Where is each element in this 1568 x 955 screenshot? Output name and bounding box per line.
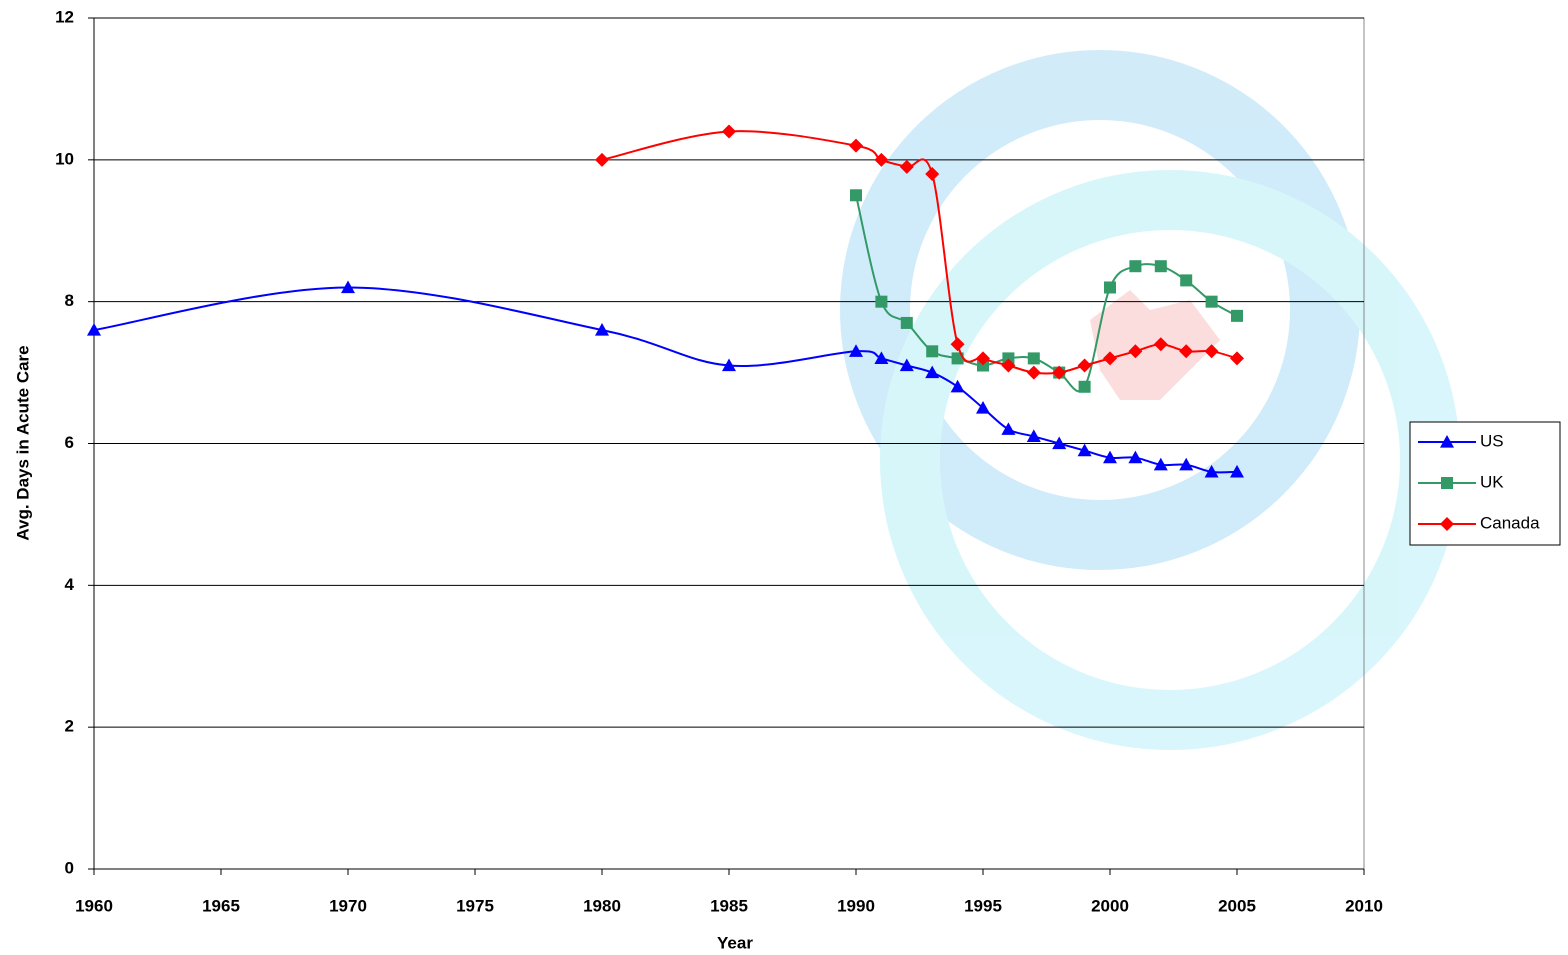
legend-marker (1441, 477, 1453, 489)
y-axis-label: Avg. Days in Acute Care (13, 345, 32, 540)
data-point (1027, 366, 1041, 380)
data-point (1155, 260, 1167, 272)
x-tick-label: 1965 (202, 896, 240, 915)
x-tick-label: 1970 (329, 896, 367, 915)
y-tick-label: 8 (65, 291, 74, 310)
data-point (1079, 381, 1091, 393)
data-point (875, 296, 887, 308)
x-tick-label: 1985 (710, 896, 748, 915)
chart: Year Avg. Days in Acute Care 0 2 4 6 8 10 12 19… (0, 0, 1568, 955)
y-tick-label: 6 (65, 433, 74, 452)
data-point (901, 317, 913, 329)
watermark (875, 85, 1430, 720)
data-point (595, 153, 609, 167)
data-point (1231, 310, 1243, 322)
x-tick-label: 1960 (75, 896, 113, 915)
data-point (850, 189, 862, 201)
y-tick-label: 12 (55, 7, 74, 26)
data-point (1001, 422, 1015, 435)
data-point (849, 139, 863, 153)
x-tick-label: 1990 (837, 896, 875, 915)
legend-label: UK (1480, 472, 1504, 491)
x-tick-label: 2000 (1091, 896, 1129, 915)
y-tick-label: 0 (65, 858, 74, 877)
page: Year Avg. Days in Acute Care 0 2 4 6 8 10 12 19… (0, 0, 1568, 955)
data-point (1230, 351, 1244, 365)
data-point (722, 124, 736, 138)
x-tick-label: 2010 (1345, 896, 1383, 915)
y-tick-label: 2 (65, 717, 74, 736)
data-point (1180, 274, 1192, 286)
x-tick-label: 1975 (456, 896, 494, 915)
legend-label: US (1480, 431, 1504, 450)
legend-label: Canada (1480, 513, 1540, 532)
watermark-ring (910, 200, 1430, 720)
data-point (1129, 260, 1141, 272)
data-point (1206, 296, 1218, 308)
x-tick-label: 1995 (964, 896, 1002, 915)
y-tick-label: 10 (55, 149, 74, 168)
x-axis-label: Year (717, 933, 753, 952)
data-point (926, 345, 938, 357)
x-tick-label: 2005 (1218, 896, 1256, 915)
data-point (1028, 352, 1040, 364)
y-tick-label: 4 (65, 575, 75, 594)
data-point (1104, 281, 1116, 293)
x-tick-label: 1980 (583, 896, 621, 915)
